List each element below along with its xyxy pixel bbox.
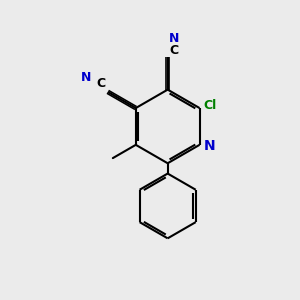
Text: N: N (81, 70, 92, 84)
Text: N: N (203, 139, 215, 153)
Text: C: C (169, 44, 178, 57)
Text: C: C (96, 77, 105, 90)
Text: N: N (169, 32, 179, 45)
Text: Cl: Cl (203, 99, 217, 112)
